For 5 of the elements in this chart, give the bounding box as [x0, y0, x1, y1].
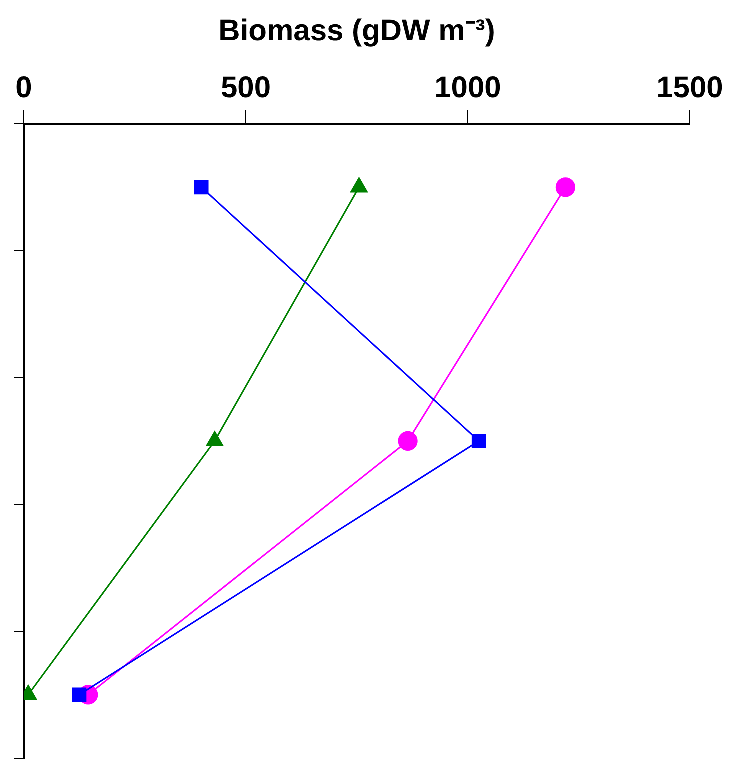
x-tick-label: 0: [16, 71, 32, 104]
x-tick-label: 1500: [656, 71, 724, 104]
x-axis-title: Biomass (gDW m⁻³): [218, 14, 496, 48]
x-tick-label: 1000: [434, 71, 502, 104]
x-tick-label: 500: [220, 71, 272, 104]
